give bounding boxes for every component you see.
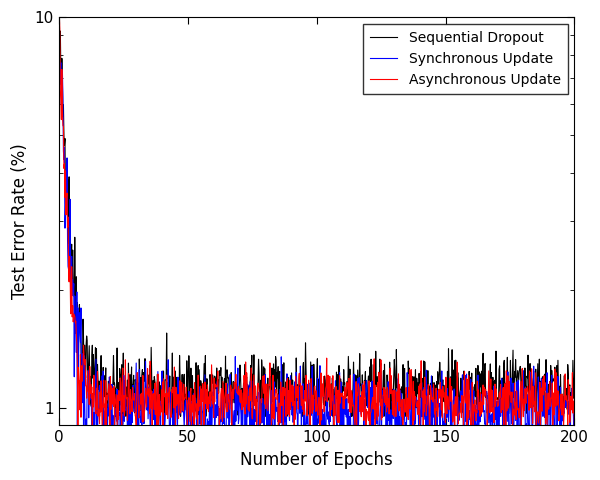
Asynchronous Update xyxy=(467,422,475,428)
Asynchronous Update xyxy=(265,393,272,399)
Asynchronous Update xyxy=(410,417,418,423)
Asynchronous Update xyxy=(571,422,578,428)
Sequential Dropout xyxy=(458,383,465,388)
Asynchronous Update xyxy=(74,422,82,428)
Sequential Dropout xyxy=(55,23,62,29)
Line: Asynchronous Update: Asynchronous Update xyxy=(59,15,574,425)
Sequential Dropout xyxy=(283,386,290,392)
Sequential Dropout xyxy=(571,376,578,382)
Synchronous Update xyxy=(571,412,578,418)
X-axis label: Number of Epochs: Number of Epochs xyxy=(240,451,393,469)
Sequential Dropout xyxy=(264,375,271,381)
Asynchronous Update xyxy=(283,382,290,388)
Synchronous Update xyxy=(283,432,290,437)
Y-axis label: Test Error Rate (%): Test Error Rate (%) xyxy=(11,144,29,299)
Synchronous Update xyxy=(264,394,271,400)
Sequential Dropout xyxy=(410,392,417,398)
Sequential Dropout xyxy=(94,413,101,419)
Synchronous Update xyxy=(109,382,116,387)
Line: Sequential Dropout: Sequential Dropout xyxy=(59,26,574,416)
Sequential Dropout xyxy=(467,385,474,391)
Synchronous Update xyxy=(458,401,465,407)
Synchronous Update xyxy=(467,376,474,382)
Asynchronous Update xyxy=(458,393,466,398)
Synchronous Update xyxy=(74,438,81,444)
Synchronous Update xyxy=(410,418,417,423)
Line: Synchronous Update: Synchronous Update xyxy=(59,35,574,441)
Asynchronous Update xyxy=(109,385,116,391)
Synchronous Update xyxy=(55,32,62,38)
Legend: Sequential Dropout, Synchronous Update, Asynchronous Update: Sequential Dropout, Synchronous Update, … xyxy=(363,24,568,94)
Sequential Dropout xyxy=(109,400,116,406)
Asynchronous Update xyxy=(55,18,62,24)
Asynchronous Update xyxy=(56,12,63,18)
